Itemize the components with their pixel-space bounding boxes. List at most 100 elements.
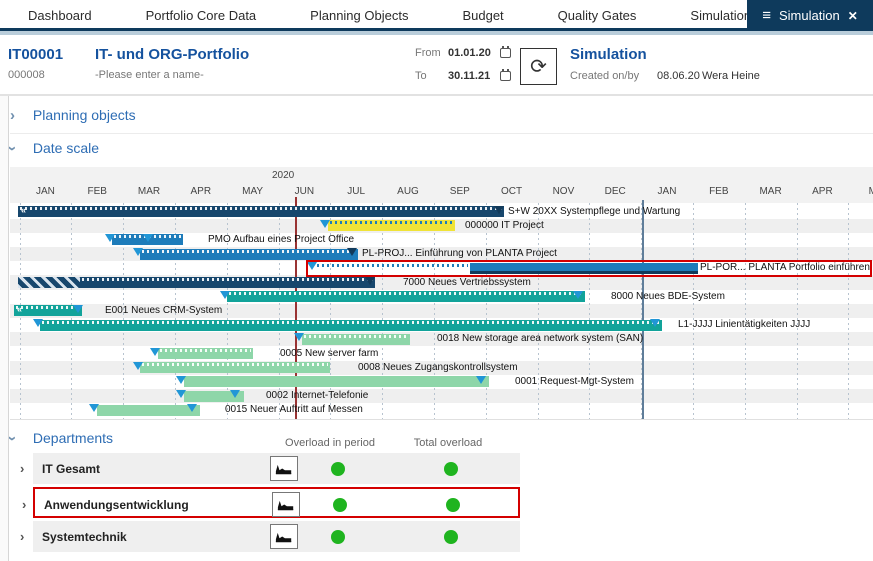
- month-gridline: [174, 203, 176, 419]
- section-label: Planning objects: [32, 107, 136, 123]
- nav-item-portfolio-core-data[interactable]: Portfolio Core Data: [145, 8, 257, 23]
- expand-chevron-icon[interactable]: ›: [20, 529, 25, 544]
- month-gridline: [692, 203, 694, 419]
- bar-dot-pattern: [229, 292, 583, 296]
- overload-in-period-status: [333, 498, 347, 512]
- month-label: SEP: [449, 186, 470, 197]
- nav-item-simulations[interactable]: Simulations: [690, 8, 758, 23]
- gantt-bar-segment[interactable]: [140, 248, 358, 260]
- today-line: [295, 197, 297, 419]
- gantt-bar-segment[interactable]: [80, 277, 375, 288]
- gantt-bar-label: 7000 Neues Vertriebssystem: [403, 276, 531, 288]
- simulation-name-field[interactable]: -Please enter a name-: [95, 69, 204, 81]
- histogram-icon[interactable]: [270, 456, 298, 481]
- date-marker-icon: [133, 361, 143, 370]
- section-departments[interactable]: › Departments: [4, 430, 113, 447]
- gantt-timeline-header: 2020 JAN FEB MAR APR MAY JUN JUL AUG SEP OCT NOV DE…: [10, 167, 873, 203]
- chevron-down-icon: ›: [4, 146, 21, 151]
- gantt-bar-segment[interactable]: [227, 291, 585, 303]
- nav-item-quality-gates[interactable]: Quality Gates: [557, 8, 637, 23]
- created-by: Wera Heine: [702, 70, 760, 82]
- month-label: JAN: [35, 186, 55, 197]
- date-marker-icon: [105, 233, 115, 242]
- section-planning-objects[interactable]: › Planning objects: [10, 107, 136, 124]
- gantt-bar-segment[interactable]: [184, 390, 244, 402]
- column-header-total-overload: Total overload: [413, 437, 483, 449]
- close-icon[interactable]: ✕: [847, 8, 858, 23]
- month-gridline: [330, 203, 332, 419]
- bar-dot-pattern: [317, 263, 468, 267]
- gantt-bar-segment[interactable]: [328, 220, 455, 232]
- created-date: 08.06.20: [657, 70, 700, 82]
- gantt-bar-label: PL-PROJ... Einführung von PLANTA Project: [362, 248, 557, 260]
- expand-chevron-icon[interactable]: ›: [20, 461, 25, 476]
- refresh-button[interactable]: ⟳: [520, 48, 557, 85]
- gantt-bar-segment[interactable]: [140, 362, 330, 374]
- nav-item-dashboard[interactable]: Dashboard: [28, 8, 92, 23]
- gantt-bar-segment[interactable]: [315, 263, 470, 274]
- gantt-bar-segment[interactable]: [184, 376, 489, 388]
- month-label: FEB: [87, 186, 107, 197]
- gantt-bar-label: 0002 Internet-Telefonie: [266, 390, 369, 402]
- date-marker-icon: [150, 347, 160, 356]
- date-marker-icon: [133, 248, 143, 257]
- gantt-bar-segment[interactable]: [97, 404, 200, 416]
- month-label: APR: [190, 186, 212, 197]
- gantt-bar-label: PMO Aufbau eines Project Office: [208, 233, 355, 245]
- left-rail: [0, 96, 9, 561]
- total-overload-status: [444, 530, 458, 544]
- month-label: OCT: [501, 186, 523, 197]
- department-row-anwendungsentwicklung: › Anwendungsentwicklung: [22, 487, 520, 518]
- from-label: From: [415, 47, 441, 59]
- histogram-icon[interactable]: [272, 492, 300, 517]
- portfolio-name: IT- und ORG-Portfolio: [95, 46, 250, 63]
- month-gridline: [226, 203, 228, 419]
- department-name: Anwendungsentwicklung: [44, 498, 189, 512]
- month-label: MAY: [242, 186, 264, 197]
- gantt-bar-segment[interactable]: [302, 333, 410, 345]
- month-label: M.: [868, 186, 873, 197]
- nav-item-budget[interactable]: Budget: [462, 8, 504, 23]
- date-marker-icon: [230, 390, 240, 399]
- histogram-icon[interactable]: [270, 524, 298, 549]
- gantt-bar-segment[interactable]: «: [18, 205, 504, 217]
- gantt-bar-segment[interactable]: [18, 277, 80, 288]
- gantt-bar-segment[interactable]: [40, 319, 662, 331]
- section-date-scale[interactable]: › Date scale: [4, 140, 99, 157]
- month-gridline: [744, 203, 746, 419]
- month-label: JUN: [294, 186, 315, 197]
- month-gridline: [278, 203, 280, 419]
- gantt-body: « S+W 20XX Systempflege und Wartung 000000…: [10, 197, 873, 420]
- to-date-field[interactable]: 30.11.21: [448, 70, 491, 82]
- gantt-bar-segment[interactable]: [158, 348, 253, 359]
- menu-icon[interactable]: ≡: [762, 7, 771, 24]
- gantt-bar-segment[interactable]: «: [14, 304, 82, 317]
- month-label: JAN: [657, 186, 677, 197]
- expand-chevron-icon[interactable]: ›: [22, 497, 27, 512]
- bar-dot-pattern: [20, 207, 502, 210]
- tab-simulation[interactable]: ≡ Simulation ✕: [747, 0, 873, 31]
- date-marker-icon: [320, 219, 330, 228]
- calendar-icon[interactable]: [500, 69, 511, 81]
- chevron-down-icon: ›: [4, 436, 21, 441]
- month-gridline: [796, 203, 798, 419]
- gantt-bar-segment[interactable]: [470, 262, 698, 274]
- calendar-icon[interactable]: [500, 46, 511, 58]
- gantt-bar-label: PL-POR... PLANTA Portfolio einführen: [700, 262, 870, 274]
- date-marker-icon: [494, 205, 504, 214]
- year-label: 2020: [272, 170, 295, 181]
- nav-item-planning-objects[interactable]: Planning Objects: [310, 8, 409, 23]
- month-gridline: [537, 203, 539, 419]
- month-label: JUL: [347, 186, 366, 197]
- date-marker-icon: [89, 404, 99, 413]
- date-marker-icon: [187, 404, 197, 413]
- month-gridline: [123, 203, 125, 419]
- bar-dot-pattern: [142, 363, 328, 367]
- date-marker-icon: [143, 233, 153, 242]
- bar-dot-pattern: [304, 334, 408, 338]
- created-label: Created on/by: [570, 70, 640, 82]
- month-gridline: [641, 203, 643, 419]
- gantt-bar-label: 0005 New server farm: [280, 347, 379, 359]
- date-marker-icon: [73, 304, 83, 313]
- from-date-field[interactable]: 01.01.20: [448, 47, 491, 59]
